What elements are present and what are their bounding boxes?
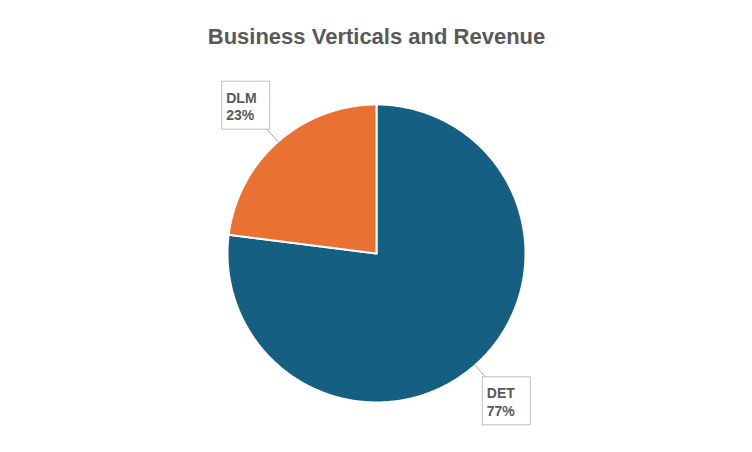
svg-text:Business Verticals and Revenue: Business Verticals and Revenue [208,24,546,49]
svg-text:DET77%: DET77% [487,385,516,419]
svg-text:DLM23%: DLM23% [226,90,256,124]
